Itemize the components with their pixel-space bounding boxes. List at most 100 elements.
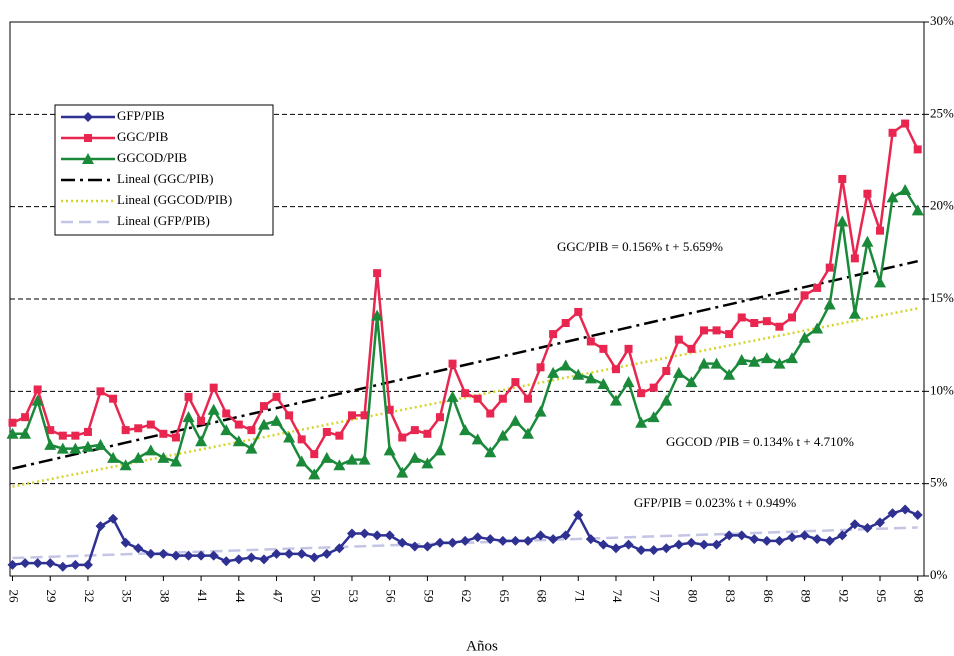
marker: [887, 508, 898, 519]
marker: [435, 413, 444, 422]
marker: [233, 554, 244, 565]
marker: [69, 442, 82, 454]
marker: [257, 418, 270, 430]
marker: [385, 405, 394, 414]
marker: [611, 365, 620, 374]
marker: [585, 534, 596, 545]
marker: [823, 298, 836, 310]
marker: [812, 534, 823, 545]
marker: [171, 433, 180, 442]
marker: [322, 427, 331, 436]
marker: [334, 543, 345, 554]
marker: [197, 416, 206, 425]
marker: [510, 535, 521, 546]
marker: [247, 426, 256, 435]
marker: [549, 330, 558, 339]
marker: [222, 409, 231, 418]
marker: [497, 535, 508, 546]
series-line: [12, 307, 918, 488]
marker: [95, 521, 106, 532]
marker: [321, 548, 332, 559]
y-tick-label: 20%: [930, 198, 954, 213]
marker: [523, 394, 532, 403]
y-tick-label: 10%: [930, 382, 954, 397]
marker: [409, 541, 420, 552]
marker: [736, 530, 747, 541]
marker: [373, 269, 382, 278]
marker: [471, 433, 484, 445]
marker: [132, 451, 145, 463]
marker: [911, 204, 924, 216]
marker: [433, 444, 446, 456]
marker: [94, 438, 107, 450]
x-tick-label: 74: [610, 590, 625, 604]
marker: [134, 424, 143, 433]
marker: [649, 383, 658, 392]
marker: [724, 530, 735, 541]
marker: [848, 307, 861, 319]
marker: [899, 184, 912, 196]
marker: [486, 409, 495, 418]
marker: [71, 431, 80, 440]
marker: [83, 427, 92, 436]
marker: [886, 191, 899, 203]
marker: [245, 442, 258, 454]
marker: [396, 466, 409, 478]
marker: [82, 153, 94, 164]
marker: [308, 468, 321, 480]
marker: [232, 435, 245, 447]
marker: [496, 429, 509, 441]
marker: [234, 420, 243, 429]
marker: [560, 530, 571, 541]
y-tick-label: 30%: [930, 13, 954, 28]
legend-label: GGC/PIB: [117, 129, 169, 144]
x-tick-label: 71: [572, 590, 587, 603]
x-tick-label: 89: [799, 590, 814, 603]
marker: [735, 353, 748, 365]
marker: [748, 355, 761, 367]
marker: [862, 522, 873, 533]
marker: [775, 322, 784, 331]
marker: [473, 394, 482, 403]
marker: [284, 548, 295, 559]
marker: [710, 357, 723, 369]
marker: [133, 543, 144, 554]
x-tick-label: 53: [346, 590, 361, 603]
marker: [610, 543, 621, 554]
marker: [574, 307, 583, 316]
marker: [6, 427, 19, 439]
marker: [888, 128, 897, 137]
marker: [20, 558, 31, 569]
marker: [31, 394, 44, 406]
x-tick-label: 29: [44, 590, 59, 603]
marker: [296, 548, 307, 559]
marker: [485, 534, 496, 545]
marker: [472, 532, 483, 543]
marker: [548, 534, 559, 545]
marker: [7, 559, 18, 570]
marker: [697, 357, 710, 369]
marker: [283, 431, 296, 443]
marker: [811, 322, 824, 334]
marker: [725, 330, 734, 339]
marker: [699, 326, 708, 335]
marker: [109, 394, 118, 403]
marker: [81, 440, 94, 452]
marker: [383, 444, 396, 456]
marker: [624, 344, 633, 353]
marker: [849, 519, 860, 530]
marker: [309, 552, 320, 563]
marker: [774, 535, 785, 546]
marker: [762, 317, 771, 326]
marker: [434, 537, 445, 548]
legend-label: GFP/PIB: [117, 108, 165, 123]
marker: [737, 313, 746, 322]
marker: [196, 550, 207, 561]
x-axis-title: Años: [466, 638, 498, 654]
marker: [509, 414, 522, 426]
marker: [169, 455, 182, 467]
marker: [712, 326, 721, 335]
marker: [183, 550, 194, 561]
marker: [397, 537, 408, 548]
marker: [511, 378, 520, 387]
